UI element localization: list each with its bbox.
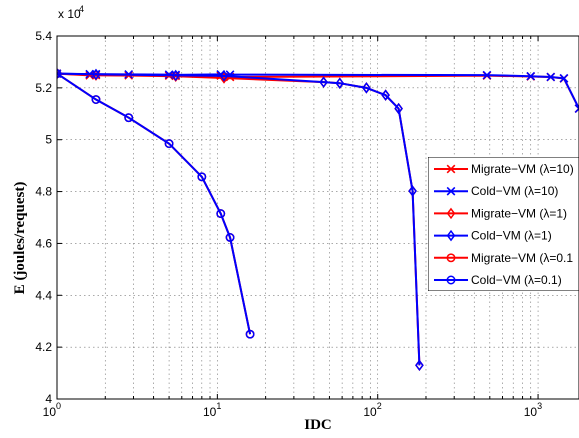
data-point-x-marker xyxy=(482,70,492,80)
y-axis-label: E (joules/request) xyxy=(12,182,28,295)
data-point-diamond-marker xyxy=(415,359,424,372)
series xyxy=(57,67,424,372)
y-multiplier-exponent: 4 xyxy=(79,4,84,14)
data-point-x-marker xyxy=(446,186,456,196)
axis-ticks: 10 0 10 1 10 2 10 344.24.44.64.855.25.4 xyxy=(35,29,542,419)
x-tick-label-base: 10 xyxy=(203,405,217,419)
legend-label: Migrate−VM (λ=0.1 xyxy=(471,251,573,265)
data-point-circle-marker xyxy=(216,209,226,219)
series-line xyxy=(57,72,579,110)
data-point-diamond-marker xyxy=(319,76,328,88)
x-tick-label-exponent: 0 xyxy=(56,401,61,411)
data-point-x-marker xyxy=(559,73,569,83)
series-group xyxy=(57,67,579,372)
series xyxy=(57,69,255,339)
y-tick-label: 4 xyxy=(45,392,52,406)
data-point-circle-marker xyxy=(446,253,456,263)
data-point-diamond-marker xyxy=(91,68,101,81)
data-point-diamond-marker xyxy=(446,207,456,220)
data-point-circle-marker xyxy=(197,172,207,182)
series-line xyxy=(57,72,421,366)
data-point-diamond-marker xyxy=(171,69,181,82)
legend-label: Cold−VM (λ=10) xyxy=(471,184,558,198)
data-point-diamond-marker xyxy=(57,67,62,80)
x-axis-label: IDC xyxy=(304,417,332,433)
data-point-diamond-marker xyxy=(408,185,417,197)
legend-entry: Migrate−VM (λ=0.1 xyxy=(434,251,573,265)
data-point-diamond-marker xyxy=(362,82,371,94)
x-tick-label-exponent: 1 xyxy=(216,401,221,411)
legend-entry: Cold−VM (λ=1) xyxy=(434,229,552,243)
y-tick-label: 4.6 xyxy=(35,236,52,250)
x-tick-label: 10 3 xyxy=(524,401,542,419)
x-tick-label-base: 10 xyxy=(524,405,538,419)
legend-label: Cold−VM (λ=0.1) xyxy=(471,273,562,287)
data-point-circle-marker xyxy=(225,233,235,242)
plot-frame xyxy=(56,35,579,400)
data-point-circle-marker xyxy=(446,275,456,285)
legend-entry: Cold−VM (λ=10) xyxy=(434,184,558,198)
x-tick-label-exponent: 2 xyxy=(377,401,382,411)
y-tick-label: 5 xyxy=(45,133,52,147)
data-point-diamond-marker xyxy=(335,77,345,89)
y-multiplier: x 10 4 xyxy=(58,4,84,21)
data-point-x-marker xyxy=(446,164,456,174)
y-tick-label: 5.4 xyxy=(35,29,52,43)
x-tick-label-base: 10 xyxy=(363,405,377,419)
legend-label: Migrate−VM (λ=10) xyxy=(471,162,574,176)
y-tick-label: 4.4 xyxy=(35,288,52,302)
x-tick-label-base: 10 xyxy=(43,405,57,419)
data-point-diamond-marker xyxy=(219,70,229,82)
legend-entry: Migrate−VM (λ=1) xyxy=(434,206,567,220)
legend-entry: Migrate−VM (λ=10) xyxy=(434,162,574,176)
legend: Migrate−VM (λ=10) Cold−VM (λ=10) Migrate−V… xyxy=(428,157,579,291)
data-point-circle-marker xyxy=(245,329,255,339)
data-point-x-marker xyxy=(526,71,536,81)
y-tick-label: 5.2 xyxy=(35,81,52,95)
y-tick-label: 4.8 xyxy=(35,185,52,199)
data-point-diamond-marker xyxy=(381,89,390,101)
series-line xyxy=(57,72,579,110)
data-point-diamond-marker xyxy=(446,229,456,242)
legend-entry: Cold−VM (λ=0.1) xyxy=(434,273,562,287)
y-tick-label: 4.2 xyxy=(35,340,52,354)
x-tick-label: 10 2 xyxy=(363,401,381,419)
y-multiplier-base: x 10 xyxy=(58,7,81,21)
x-tick-label-exponent: 3 xyxy=(537,401,542,411)
series xyxy=(57,67,424,372)
data-point-circle-marker xyxy=(57,69,62,79)
data-point-circle-marker xyxy=(91,95,101,104)
data-point-x-marker xyxy=(574,104,579,113)
x-tick-label: 10 1 xyxy=(203,401,221,419)
data-point-circle-marker xyxy=(164,139,174,149)
legend-label: Migrate−VM (λ=1) xyxy=(471,206,567,220)
data-point-diamond-marker xyxy=(394,102,403,115)
legend-box xyxy=(428,157,579,291)
data-point-circle-marker xyxy=(124,113,134,123)
legend-label: Cold−VM (λ=1) xyxy=(471,229,552,243)
data-point-x-marker xyxy=(546,72,556,82)
x-tick-label: 10 0 xyxy=(43,401,61,419)
series-line xyxy=(57,72,421,366)
